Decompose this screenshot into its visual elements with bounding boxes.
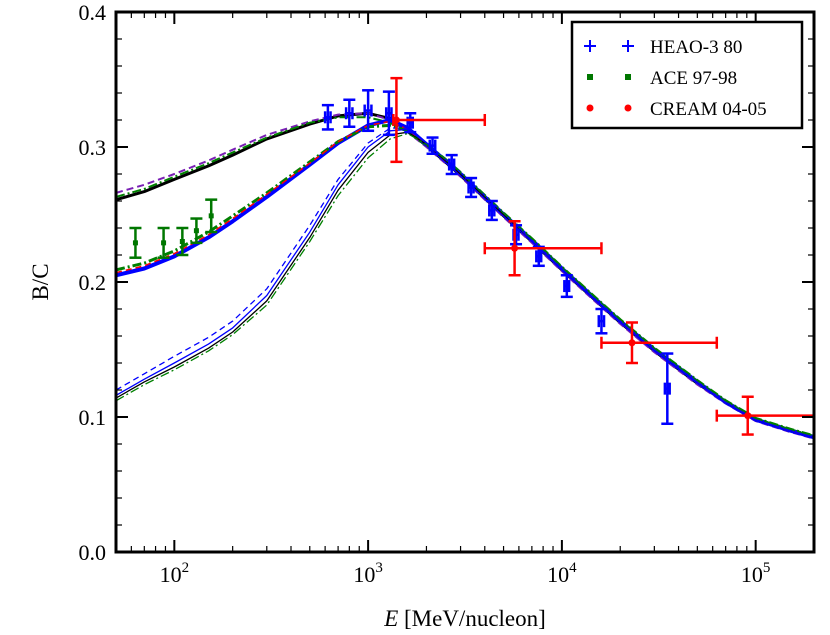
- data-point: [205, 198, 218, 234]
- y-tick-label: 0.0: [79, 540, 107, 565]
- data-point: [176, 226, 189, 257]
- data-point: [426, 136, 439, 155]
- x-tick-label: 105: [741, 560, 771, 587]
- dataset-cream-04-05: [390, 76, 814, 436]
- circle-marker-icon: [586, 104, 594, 112]
- y-tick-label: 0.2: [79, 270, 107, 295]
- point-marker: [208, 213, 214, 219]
- point-marker: [193, 228, 199, 234]
- legend-box: [570, 20, 804, 130]
- x-tick-label: 102: [160, 560, 190, 587]
- point-marker: [179, 239, 185, 244]
- data-point: [532, 245, 545, 268]
- point-marker: [132, 240, 138, 246]
- data-point: [390, 76, 487, 164]
- data-point: [661, 352, 674, 425]
- data-point: [560, 274, 573, 299]
- y-tick-label: 0.4: [79, 0, 107, 25]
- y-axis-label: B/C: [28, 263, 53, 300]
- data-point: [157, 226, 170, 259]
- x-axis-label-unit: [MeV/nucleon]: [398, 606, 546, 631]
- legend-label: HEAO-3 80: [650, 37, 742, 58]
- data-point: [595, 307, 608, 335]
- legend-label: CREAM 04-05: [650, 99, 767, 120]
- point-marker: [511, 244, 519, 252]
- y-tick-label: 0.1: [79, 405, 107, 430]
- data-point: [190, 217, 203, 245]
- legend-item: ACE 97-98: [587, 68, 737, 89]
- data-point: [343, 98, 356, 128]
- model-lower-dashed-blue: [116, 127, 814, 438]
- legend-label: ACE 97-98: [650, 68, 737, 89]
- data-point: [600, 321, 719, 365]
- x-axis-label-variable: E: [383, 606, 398, 631]
- x-axis-label: E [MeV/nucleon]: [383, 606, 546, 631]
- data-point: [465, 176, 478, 199]
- legend-item: HEAO-3 80: [584, 37, 742, 58]
- square-marker-icon: [625, 74, 631, 80]
- data-point: [382, 90, 395, 137]
- point-marker: [628, 339, 636, 347]
- square-marker-icon: [587, 74, 593, 80]
- data-point: [483, 220, 603, 277]
- point-marker: [161, 240, 167, 246]
- dataset-heao-3-80: [321, 89, 674, 425]
- axes: 0.0 0.1 0.2 0.3 0.4 102 103 104 105: [79, 0, 816, 587]
- x-tick-label: 103: [353, 560, 383, 587]
- dataset-ace-97-98: [129, 198, 218, 259]
- data-point: [321, 103, 334, 131]
- data-points: [129, 76, 814, 436]
- data-point: [485, 199, 498, 222]
- model-curves: [116, 111, 814, 440]
- data-point: [404, 112, 417, 134]
- model-middle-dashdot: [116, 123, 814, 438]
- data-point: [129, 226, 142, 259]
- circle-marker-icon: [624, 104, 632, 112]
- x-tick-label: 104: [547, 560, 577, 587]
- data-point: [445, 153, 458, 176]
- point-marker: [744, 412, 752, 420]
- legend-item: CREAM 04-05: [586, 99, 767, 120]
- data-point: [715, 395, 814, 436]
- legend: HEAO-3 80 ACE 97-98 CREAM 04-05: [570, 20, 804, 130]
- data-point: [362, 89, 375, 133]
- y-tick-label: 0.3: [79, 135, 107, 160]
- point-marker: [392, 116, 400, 124]
